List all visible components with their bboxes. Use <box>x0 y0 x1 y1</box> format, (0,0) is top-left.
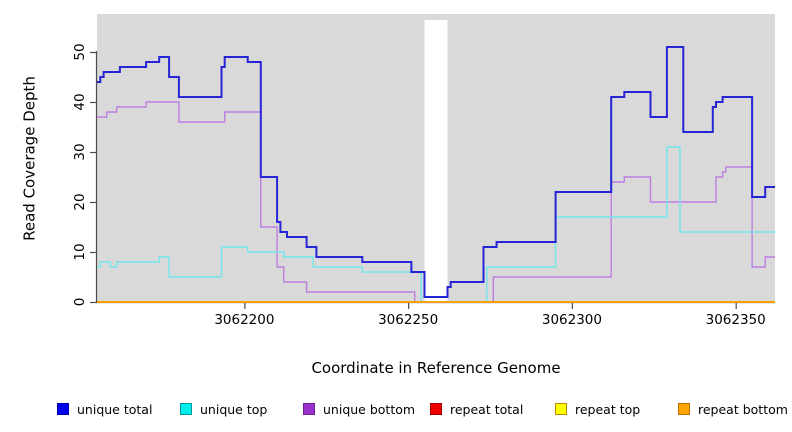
legend-label: repeat top <box>575 401 641 417</box>
legend-item-unique-bottom: unique bottom <box>303 399 415 419</box>
legend-swatch-icon <box>555 403 567 415</box>
x-axis-title: Coordinate in Reference Genome <box>311 359 561 377</box>
legend-swatch-icon <box>430 403 442 415</box>
coverage-gap-region <box>424 20 448 301</box>
legend-swatch-icon <box>180 403 192 415</box>
legend-label: repeat total <box>450 401 524 417</box>
legend-swatch-icon <box>57 403 69 415</box>
legend-swatch-icon <box>303 403 315 415</box>
legend-label: unique bottom <box>323 401 416 417</box>
y-tick-label: 40 <box>72 93 88 111</box>
legend-item-repeat-total: repeat total <box>430 399 523 419</box>
legend-item-unique-top: unique top <box>180 399 267 419</box>
x-tick-label: 3062200 <box>214 312 275 328</box>
legend-item-repeat-top: repeat top <box>555 399 640 419</box>
y-axis-title: Read Coverage Depth <box>20 76 39 241</box>
legend-label: unique total <box>77 401 153 417</box>
x-tick-label: 3062350 <box>705 312 766 328</box>
series-line-unique-bottom <box>97 101 775 303</box>
y-tick-label: 50 <box>72 43 88 61</box>
legend-label: repeat bottom <box>698 401 788 417</box>
y-tick-label: 20 <box>72 193 88 211</box>
legend-label: unique top <box>200 401 268 417</box>
x-tick-label: 3062250 <box>378 312 439 328</box>
y-tick-label: 30 <box>72 143 88 161</box>
series-line-unique-total <box>97 46 775 298</box>
legend-item-repeat-bottom: repeat bottom <box>678 399 788 419</box>
y-tick-label: 0 <box>72 297 88 307</box>
legend-item-unique-total: unique total <box>57 399 152 419</box>
x-tick-label: 3062300 <box>541 312 602 328</box>
legend-swatch-icon <box>678 403 690 415</box>
y-tick-label: 10 <box>72 243 88 261</box>
